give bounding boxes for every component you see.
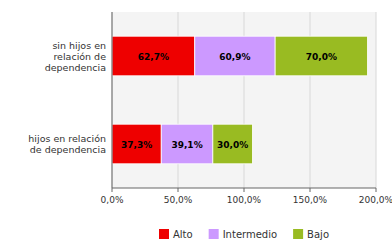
data-label: 62,7% xyxy=(138,52,169,62)
legend-swatch xyxy=(209,229,219,239)
tick-label: 0,0% xyxy=(101,195,124,205)
bar xyxy=(195,36,275,76)
bars xyxy=(112,36,368,164)
legend-item: Alto xyxy=(159,229,193,240)
data-label: 37,3% xyxy=(121,140,152,150)
tick-mark xyxy=(112,188,113,192)
legend-label: Bajo xyxy=(307,229,329,240)
tick-mark xyxy=(376,188,377,192)
bar xyxy=(112,124,161,164)
plot-background xyxy=(112,12,376,188)
bar xyxy=(213,124,253,164)
tick-label: 150,0% xyxy=(293,195,328,205)
tick-mark xyxy=(178,188,179,192)
legend: Alto Intermedio Bajo xyxy=(159,229,329,240)
grid-line xyxy=(112,12,113,188)
tick-mark xyxy=(244,188,245,192)
legend-swatch xyxy=(159,229,169,239)
tick-label: 100,0% xyxy=(227,195,262,205)
category-label: hijos en relaciónde dependencia xyxy=(28,133,106,155)
tick-label: 50,0% xyxy=(164,195,193,205)
legend-label: Alto xyxy=(173,229,193,240)
legend-item: Bajo xyxy=(293,229,329,240)
bar xyxy=(275,36,367,76)
y-axis-line xyxy=(112,12,113,188)
legend-item: Intermedio xyxy=(209,229,277,240)
tick-mark xyxy=(310,188,311,192)
data-label: 39,1% xyxy=(171,140,202,150)
data-label: 60,9% xyxy=(219,52,250,62)
bar xyxy=(161,124,213,164)
data-label: 30,0% xyxy=(217,140,248,150)
tick-label: 200,0% xyxy=(359,195,392,205)
grid-line xyxy=(376,12,377,188)
chart: 0,0% 50,0% 100,0% 150,0% 200,0% 37,3% 62,7% 39,… xyxy=(0,0,392,252)
x-axis-line xyxy=(112,188,376,189)
data-label: 70,0% xyxy=(306,52,337,62)
data-labels: 37,3% 62,7% 39,1% 60,9% 30,0% 70,0% xyxy=(121,52,337,150)
legend-label: Intermedio xyxy=(223,229,277,240)
chart-container: 0,0% 50,0% 100,0% 150,0% 200,0% 37,3% 62,7% 39,… xyxy=(0,0,392,252)
legend-swatch xyxy=(293,229,303,239)
bar xyxy=(112,36,195,76)
category-label: sin hijos enrelación dedependencia xyxy=(45,40,107,73)
